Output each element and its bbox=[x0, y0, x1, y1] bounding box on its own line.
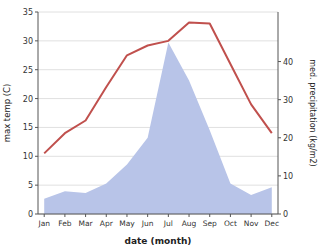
grid-line bbox=[38, 69, 278, 70]
y-axis-label: max temp (C) bbox=[2, 84, 12, 143]
x-tick bbox=[44, 214, 45, 217]
x-tick-label: Jan bbox=[37, 219, 50, 228]
y-tick-label: 0 bbox=[28, 210, 33, 219]
y2-tick bbox=[278, 214, 281, 215]
x-tick bbox=[147, 214, 148, 217]
x-tick bbox=[106, 214, 107, 217]
precipitation-area bbox=[44, 42, 272, 214]
x-tick bbox=[126, 214, 127, 217]
x-tick bbox=[85, 214, 86, 217]
y-tick bbox=[35, 156, 38, 157]
x-tick-label: Feb bbox=[58, 219, 72, 228]
y2-tick bbox=[278, 175, 281, 176]
y-tick bbox=[35, 69, 38, 70]
x-tick bbox=[230, 214, 231, 217]
temperature-line bbox=[44, 22, 272, 153]
x-tick bbox=[189, 214, 190, 217]
x-tick bbox=[209, 214, 210, 217]
grid-line bbox=[38, 214, 278, 215]
y2-tick-label: 0 bbox=[283, 210, 288, 219]
y2-tick-label: 20 bbox=[283, 134, 293, 143]
grid-line bbox=[38, 12, 278, 13]
x-tick-label: Jun bbox=[141, 219, 154, 228]
y2-tick bbox=[278, 137, 281, 138]
x-tick bbox=[271, 214, 272, 217]
chart: 0 5 10 15 20 25 30 35 0 10 20 30 40 Jan Feb Mar Apr May Ju… bbox=[0, 0, 318, 252]
x-tick-label: Aug bbox=[182, 219, 197, 228]
x-tick-label: Dec bbox=[265, 219, 280, 228]
y2-axis-label: med. precipitation (kg/m2) bbox=[308, 59, 317, 166]
x-tick-label: Sep bbox=[203, 219, 217, 228]
y-tick-label: 5 bbox=[28, 181, 33, 190]
x-tick bbox=[64, 214, 65, 217]
grid-line bbox=[38, 40, 278, 41]
y2-tick-label: 40 bbox=[283, 58, 293, 67]
y-tick-label: 15 bbox=[23, 123, 33, 132]
y-tick-label: 20 bbox=[23, 95, 33, 104]
y2-tick-label: 30 bbox=[283, 96, 293, 105]
x-tick-label: Apr bbox=[100, 219, 114, 228]
y-tick bbox=[35, 214, 38, 215]
y2-axis-line bbox=[278, 12, 279, 214]
x-axis-label: date (month) bbox=[125, 236, 192, 246]
y-tick bbox=[35, 40, 38, 41]
y-tick-label: 25 bbox=[23, 66, 33, 75]
y-tick-label: 30 bbox=[23, 37, 33, 46]
y2-tick bbox=[278, 61, 281, 62]
x-tick-label: May bbox=[119, 219, 135, 228]
y-tick-label: 35 bbox=[23, 8, 33, 17]
x-tick-label: Oct bbox=[224, 219, 237, 228]
x-tick-label: Jul bbox=[163, 219, 173, 228]
y-tick bbox=[35, 98, 38, 99]
plot-area bbox=[44, 22, 272, 214]
y-tick bbox=[35, 12, 38, 13]
x-tick-label: Nov bbox=[244, 219, 259, 228]
x-tick bbox=[168, 214, 169, 217]
y-axis-line bbox=[38, 12, 39, 214]
x-tick-label: Mar bbox=[79, 219, 94, 228]
axes: 0 5 10 15 20 25 30 35 0 10 20 30 40 Jan Feb Mar Apr May Ju… bbox=[23, 8, 293, 228]
y2-tick-label: 10 bbox=[283, 172, 293, 181]
grid bbox=[38, 12, 278, 214]
y2-tick bbox=[278, 99, 281, 100]
y-tick-label: 10 bbox=[23, 152, 33, 161]
x-tick bbox=[251, 214, 252, 217]
y-tick bbox=[35, 185, 38, 186]
x-axis-line bbox=[38, 214, 278, 215]
y-tick bbox=[35, 127, 38, 128]
